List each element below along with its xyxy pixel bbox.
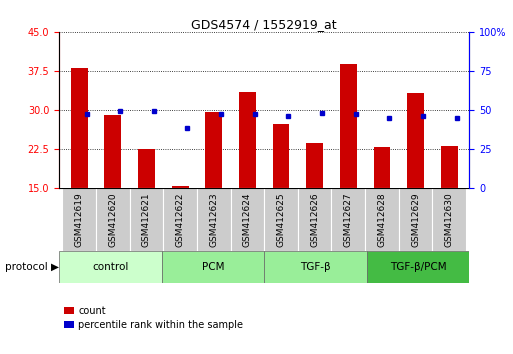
Text: GSM412629: GSM412629 <box>411 192 420 247</box>
Bar <box>230 188 264 251</box>
Text: GSM412619: GSM412619 <box>75 192 84 247</box>
Bar <box>272 124 289 188</box>
Text: GSM412621: GSM412621 <box>142 192 151 247</box>
Text: GSM412630: GSM412630 <box>445 192 453 247</box>
Bar <box>399 188 432 251</box>
Bar <box>105 115 121 188</box>
Bar <box>407 93 424 188</box>
Text: protocol ▶: protocol ▶ <box>5 262 59 272</box>
Text: GSM412620: GSM412620 <box>108 192 117 247</box>
Bar <box>441 146 458 188</box>
Bar <box>205 112 222 188</box>
Bar <box>340 64 357 188</box>
Text: TGF-β: TGF-β <box>300 262 331 272</box>
Text: GSM412626: GSM412626 <box>310 192 319 247</box>
Bar <box>197 188 230 251</box>
Bar <box>331 188 365 251</box>
Bar <box>162 251 264 283</box>
Text: GSM412625: GSM412625 <box>277 192 286 247</box>
Bar <box>130 188 163 251</box>
Title: GDS4574 / 1552919_at: GDS4574 / 1552919_at <box>191 18 337 31</box>
Bar <box>365 188 399 251</box>
Text: GSM412624: GSM412624 <box>243 192 252 247</box>
Bar <box>264 251 367 283</box>
Text: PCM: PCM <box>202 262 224 272</box>
Bar <box>264 188 298 251</box>
Bar <box>306 143 323 188</box>
Bar <box>432 188 466 251</box>
Bar <box>96 188 130 251</box>
Legend: count, percentile rank within the sample: count, percentile rank within the sample <box>64 306 244 330</box>
Bar <box>239 92 256 188</box>
Bar <box>59 251 162 283</box>
Text: control: control <box>92 262 128 272</box>
Text: GSM412628: GSM412628 <box>378 192 386 247</box>
Bar <box>172 186 188 188</box>
Text: GSM412622: GSM412622 <box>175 192 185 247</box>
Text: GSM412627: GSM412627 <box>344 192 353 247</box>
Bar <box>367 251 469 283</box>
Bar <box>298 188 331 251</box>
Bar <box>138 149 155 188</box>
Text: TGF-β/PCM: TGF-β/PCM <box>390 262 446 272</box>
Bar <box>63 188 96 251</box>
Bar <box>373 147 390 188</box>
Bar <box>163 188 197 251</box>
Text: GSM412623: GSM412623 <box>209 192 218 247</box>
Bar <box>71 68 88 188</box>
